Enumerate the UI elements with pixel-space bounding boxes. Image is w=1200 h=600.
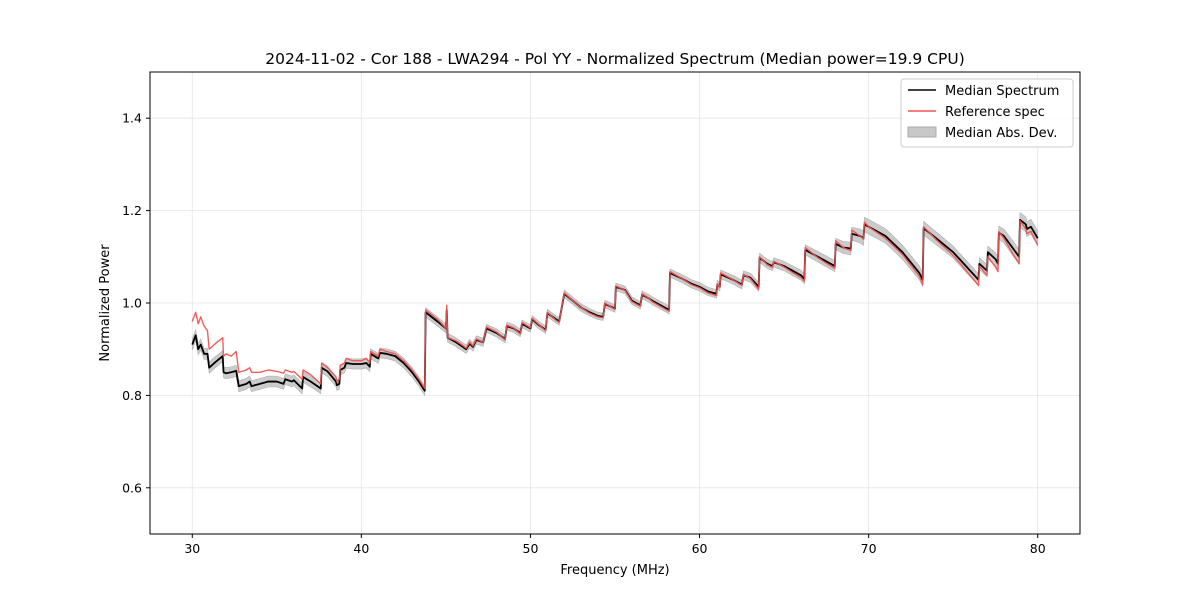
y-tick-label: 0.8: [122, 388, 142, 403]
x-tick-label: 50: [523, 541, 539, 556]
y-axis-title: Normalized Power: [98, 244, 113, 362]
axes-ticks: 30 40 50 60 70 80 0.6 0.8 1.0 1.2 1.4: [122, 111, 1046, 556]
x-tick-label: 40: [353, 541, 369, 556]
legend-label-reference: Reference spec: [945, 105, 1045, 120]
x-axis-title: Frequency (MHz): [560, 563, 669, 578]
series-layer: [191, 218, 1039, 392]
x-tick-label: 70: [861, 541, 877, 556]
chart-title: 2024-11-02 - Cor 188 - LWA294 - Pol YY -…: [265, 50, 965, 68]
legend: Median Spectrum Reference spec Median Ab…: [900, 78, 1074, 148]
x-tick-label: 30: [184, 541, 200, 556]
y-tick-label: 1.4: [122, 111, 142, 126]
y-tick-label: 0.6: [122, 480, 142, 495]
reference-spec-line: [191, 220, 1039, 390]
legend-box: [900, 78, 1074, 148]
legend-label-median: Median Spectrum: [945, 84, 1059, 99]
legend-label-mad: Median Abs. Dev.: [945, 126, 1057, 141]
y-tick-label: 1.0: [122, 296, 142, 311]
legend-swatch-mad: [907, 126, 937, 138]
x-tick-label: 80: [1030, 541, 1046, 556]
x-tick-label: 60: [692, 541, 708, 556]
y-tick-label: 1.2: [122, 203, 142, 218]
